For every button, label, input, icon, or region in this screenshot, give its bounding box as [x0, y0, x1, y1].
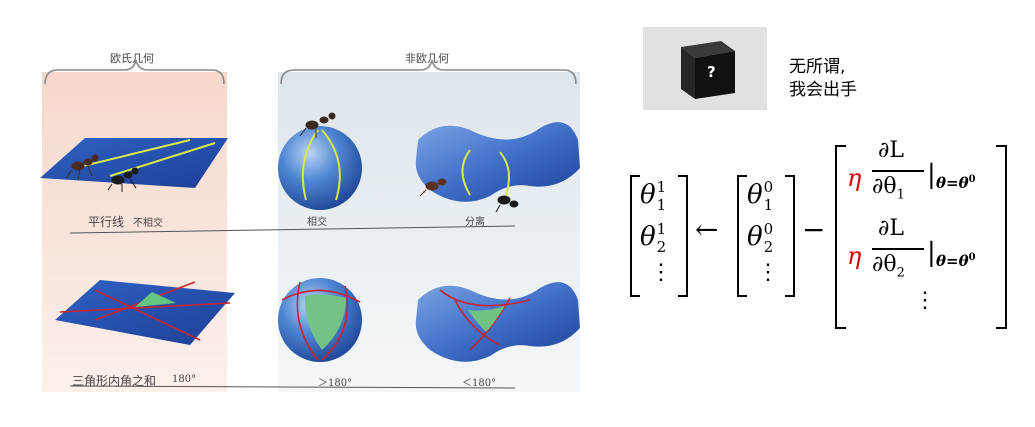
label-saddle-lt180: ＜180° — [462, 378, 497, 389]
label-angle-sum: 三角形内角之和 — [72, 374, 157, 388]
new-vector-left-bracket — [630, 175, 640, 297]
saddle-line-2 — [499, 151, 510, 199]
box-caption-line-2: 我会出手 — [789, 80, 857, 100]
flat-plane-triangle — [55, 280, 235, 345]
ant-2 — [107, 167, 139, 192]
sphere-line-2 — [321, 129, 341, 201]
box-caption: 无所谓, 我会出手 — [789, 56, 857, 102]
non-euclidean-brace — [280, 59, 577, 85]
non-euclidean-header: 非欧几何 — [405, 52, 449, 65]
ant-1 — [65, 154, 99, 181]
box-graphic — [681, 41, 735, 99]
saddle-line-1 — [461, 149, 471, 196]
geometry-figure: 欧氏几何 非欧几何 平行线 不相交 相交 分离 三角形内角之和 180° ＞18… — [40, 52, 580, 392]
flat-triangle — [135, 292, 176, 307]
euclidean-header: 欧氏几何 — [110, 52, 154, 65]
partial-theta-2: ∂θ2 — [872, 252, 905, 281]
ant-saddle-1 — [419, 178, 447, 197]
learning-rate-1: η — [847, 164, 862, 192]
parallel-line-1 — [74, 139, 191, 169]
new-vector-dots: ⋮ — [650, 260, 672, 285]
sphere-intersecting — [278, 126, 362, 210]
sphere-line-1 — [301, 129, 319, 201]
gradient-right-bracket — [996, 145, 1007, 329]
new-vector-right-bracket — [678, 175, 688, 297]
saddle-diverging — [415, 122, 580, 202]
geometry-figure-graphics — [40, 59, 580, 392]
ant-sphere — [299, 112, 336, 138]
evaluation-condition-2: θ=θ0 — [936, 252, 976, 270]
minus-sign: − — [802, 213, 826, 246]
ant-saddle-2 — [495, 195, 519, 213]
label-flat-180: 180° — [172, 374, 197, 385]
row2-baseline — [69, 385, 516, 389]
label-saddle-diverge: 分离 — [465, 217, 485, 228]
old-vector-dots: ⋮ — [757, 260, 779, 285]
label-sphere-intersect: 相交 — [307, 217, 327, 228]
row1-baseline — [69, 225, 516, 234]
label-no-intersect: 不相交 — [133, 218, 163, 229]
question-mark-icon: ? — [707, 63, 716, 81]
fraction-bar-2 — [872, 248, 924, 250]
flat-plane-parallel — [40, 138, 228, 188]
learning-rate-2: η — [847, 242, 862, 270]
mystery-box-image: ? — [643, 27, 767, 110]
evaluation-condition-1: θ=θ0 — [936, 174, 976, 192]
partial-l-1: ∂L — [878, 138, 904, 163]
sphere-triangle-fill — [304, 294, 346, 350]
parallel-line-2 — [109, 142, 216, 177]
old-vector-right-bracket — [785, 175, 795, 297]
box-caption-line-1: 无所谓, — [789, 57, 846, 77]
partial-theta-1: ∂θ1 — [872, 174, 905, 203]
assign-arrow: ← — [695, 213, 719, 246]
partial-l-2: ∂L — [878, 216, 904, 241]
label-sphere-gt180: ＞180° — [318, 378, 353, 389]
old-vector-left-bracket — [737, 175, 747, 297]
evaluation-bar-1: | — [927, 160, 936, 190]
fraction-bar-1 — [872, 170, 924, 172]
gradient-left-bracket — [835, 145, 846, 329]
label-parallel: 平行线 — [88, 215, 125, 229]
evaluation-bar-2: | — [927, 238, 936, 268]
euclidean-brace — [44, 59, 225, 85]
saddle-triangle-fill — [468, 306, 505, 332]
gradient-vector-dots: ⋮ — [914, 288, 936, 313]
